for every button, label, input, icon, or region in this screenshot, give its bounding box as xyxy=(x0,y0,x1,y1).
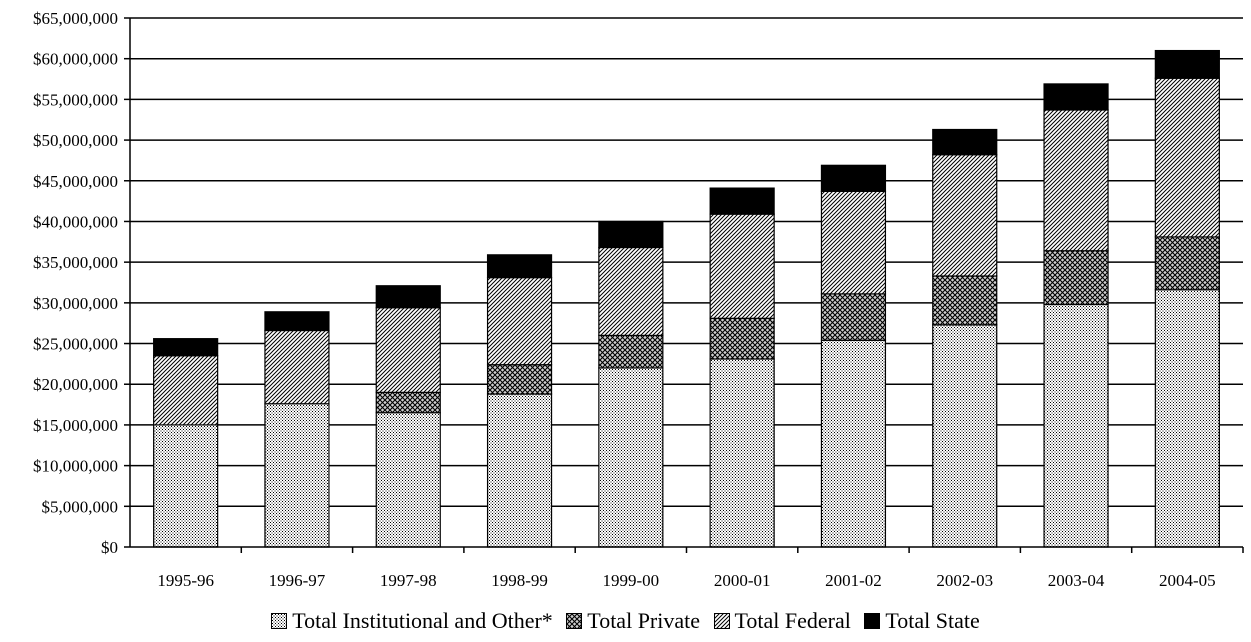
bar-segment xyxy=(598,220,664,249)
bars xyxy=(153,49,1220,548)
legend-swatch-diagonal-icon xyxy=(713,613,730,629)
bar-segment xyxy=(932,275,998,326)
bar-segment xyxy=(264,311,330,332)
legend-swatch-solid-icon xyxy=(864,613,881,629)
bar-segment xyxy=(1043,109,1109,252)
legend: Total Institutional and Other* Total Pri… xyxy=(0,608,1251,635)
y-tick-label: $60,000,000 xyxy=(33,50,118,69)
y-tick-label: $45,000,000 xyxy=(33,172,118,191)
bar-segment xyxy=(1043,83,1109,111)
x-tick-label: 2001-02 xyxy=(825,571,882,590)
bar-segment xyxy=(264,329,330,405)
bar-segment xyxy=(598,334,664,369)
bar-segment xyxy=(820,293,887,341)
x-tick-label: 2000-01 xyxy=(714,571,771,590)
x-tick-label: 1995-96 xyxy=(157,571,214,590)
x-tick-label: 2002-03 xyxy=(936,571,993,590)
bar-segment xyxy=(153,338,219,357)
y-tick-label: $10,000,000 xyxy=(33,457,118,476)
x-axis-tick-labels: 1995-96 1996-97 1997-98 1998-99 1999-00 2000-… xyxy=(157,547,1244,590)
y-tick-label: $20,000,000 xyxy=(33,375,118,394)
legend-item-federal: Total Federal xyxy=(713,608,851,634)
y-tick-label: $55,000,000 xyxy=(33,90,118,109)
bar-segment xyxy=(820,190,887,295)
bar-segment xyxy=(375,412,441,548)
legend-label: Total Institutional and Other* xyxy=(292,608,553,633)
y-tick-label: $40,000,000 xyxy=(33,212,118,231)
bar-segment xyxy=(709,317,775,360)
y-tick-label: $5,000,000 xyxy=(42,497,119,516)
bar-segment xyxy=(820,164,887,192)
bar-segment xyxy=(1154,49,1220,79)
y-axis-tick-labels: $0 $5,000,000 $10,000,000 $15,000,000 $20,00… xyxy=(33,9,118,557)
bar-segment xyxy=(153,424,219,548)
bar-segment xyxy=(486,393,553,548)
y-tick-label: $65,000,000 xyxy=(33,9,118,28)
bar-segment xyxy=(264,403,330,548)
bar-segment xyxy=(1043,303,1109,548)
x-tick-label: 2004-05 xyxy=(1159,571,1216,590)
bar-segment xyxy=(709,187,775,215)
bar-segment xyxy=(820,339,887,548)
bar-segment xyxy=(153,355,219,426)
legend-label: Total Federal xyxy=(734,608,851,633)
stacked-bar-chart: $0 $5,000,000 $10,000,000 $15,000,000 $20,00… xyxy=(33,9,1244,590)
legend-item-private: Total Private xyxy=(566,608,700,634)
bar-segment xyxy=(932,324,998,548)
bar-segment xyxy=(486,277,553,366)
legend-swatch-dots-icon xyxy=(271,613,288,629)
bar-segment xyxy=(1154,77,1220,238)
y-tick-label: $0 xyxy=(101,538,118,557)
bar-segment xyxy=(1154,289,1220,548)
bar-segment xyxy=(598,367,664,548)
bar-segment xyxy=(486,364,553,395)
legend-label: Total Private xyxy=(587,608,701,633)
y-tick-label: $15,000,000 xyxy=(33,416,118,435)
y-tick-label: $30,000,000 xyxy=(33,294,118,313)
legend-label: Total State xyxy=(885,608,980,633)
bar-segment xyxy=(1154,236,1220,291)
x-tick-label: 1996-97 xyxy=(269,571,326,590)
bar-segment xyxy=(932,154,998,277)
bar-segment xyxy=(709,358,775,548)
y-tick-label: $25,000,000 xyxy=(33,335,118,354)
y-tick-label: $35,000,000 xyxy=(33,253,118,272)
y-tick-label: $50,000,000 xyxy=(33,131,118,150)
bar-segment xyxy=(598,246,664,336)
legend-swatch-crosshatch-icon xyxy=(566,613,583,629)
legend-item-institutional: Total Institutional and Other* xyxy=(271,608,553,634)
bar-segment xyxy=(375,285,441,309)
x-tick-label: 1999-00 xyxy=(603,571,660,590)
bar-segment xyxy=(375,307,441,393)
x-tick-label: 2003-04 xyxy=(1048,571,1105,590)
legend-item-state: Total State xyxy=(864,608,980,634)
bar-segment xyxy=(375,391,441,414)
x-tick-label: 1997-98 xyxy=(380,571,437,590)
x-tick-label: 1998-99 xyxy=(491,571,548,590)
bar-segment xyxy=(932,128,998,156)
bar-segment xyxy=(1043,250,1109,306)
bar-segment xyxy=(486,254,553,279)
bar-segment xyxy=(709,213,775,319)
